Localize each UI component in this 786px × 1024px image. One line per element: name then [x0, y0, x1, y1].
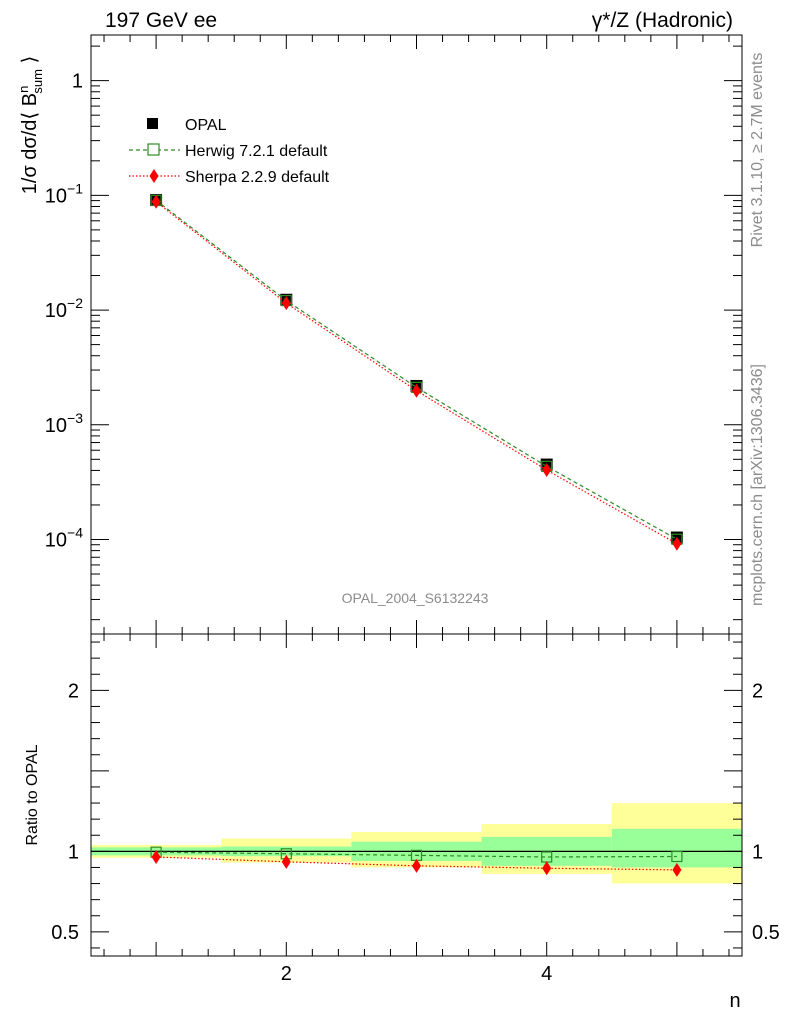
- main-y-tick-label-1: 1: [72, 71, 83, 93]
- ratio-y-tick-label-right-1: 0.5: [752, 922, 780, 944]
- ratio-y-tick-label-left-3: 2: [68, 680, 79, 702]
- sherpa-point-3: [412, 383, 421, 398]
- sherpa-point-2: [281, 296, 291, 311]
- herwig-ratio-line: [156, 851, 677, 858]
- ratio-axis-ticks: 2 4 0.5 0.5 1 1 2 2: [51, 634, 780, 985]
- legend-label-sherpa: Sherpa 2.2.9 default: [185, 169, 330, 186]
- rivet-version-label: Rivet 3.1.10, ≥ 2.7M events: [749, 53, 766, 248]
- sherpa-ratio-point-3: [412, 858, 421, 873]
- main-axis-ticks: 1 10−1 10−2 10−3 10−4: [45, 35, 742, 634]
- sherpa-ratio-point-4: [542, 861, 552, 876]
- main-y-tick-label-5: 10−4: [45, 524, 83, 551]
- legend-marker-herwig: [147, 143, 160, 156]
- ratio-x-tick-label-2: 4: [541, 963, 552, 985]
- ratio-y-tick-label-left-1: 0.5: [51, 922, 79, 944]
- ratio-y-tick-label-left-2: 1: [68, 841, 79, 863]
- ratio-x-tick-label-1: 2: [281, 963, 292, 985]
- legend-marker-sherpa: [149, 169, 159, 183]
- sherpa-point-1: [151, 194, 161, 209]
- ratio-panel-frame: [90, 633, 743, 957]
- ratio-y-tick-label-right-2: 1: [752, 841, 763, 863]
- sherpa-ratio-line: [156, 856, 677, 871]
- sherpa-point-4: [542, 463, 552, 478]
- ratio-y-axis-label: Ratio to OPAL: [24, 744, 41, 845]
- sherpa-ratio-point-2: [281, 854, 291, 869]
- legend-marker-opal: [147, 118, 158, 129]
- plot-title-right: γ*/Z (Hadronic): [592, 9, 733, 32]
- main-y-tick-label-2: 10−1: [45, 180, 83, 207]
- ratio-y-tick-label-right-3: 2: [752, 680, 763, 702]
- main-y-tick-label-3: 10−2: [45, 295, 83, 322]
- legend-label-opal: OPAL: [185, 117, 227, 134]
- legend-label-herwig: Herwig 7.2.1 default: [185, 143, 328, 160]
- ratio-uncertainty-bands: [91, 803, 742, 884]
- plot-title-left: 197 GeV ee: [105, 9, 217, 32]
- sherpa-ratio-point-5: [672, 862, 682, 877]
- sherpa-point-5: [672, 536, 682, 551]
- mcplots-label: mcplots.cern.ch [arXiv:1306.3436]: [749, 364, 766, 606]
- herwig-line: [155, 199, 678, 540]
- x-axis-label: n: [729, 990, 740, 1012]
- sherpa-line: [155, 201, 678, 545]
- main-y-axis-label: 1/σ dσ/d⟨ Bnsum ⟩: [16, 56, 45, 195]
- data-series: [150, 194, 683, 877]
- herwig-ratio-point-5: [671, 850, 683, 863]
- legend: OPAL Herwig 7.2.1 default Sherpa 2.2.9 d…: [129, 117, 330, 186]
- analysis-label: OPAL_2004_S6132243: [342, 590, 489, 606]
- sherpa-ratio-point-1: [151, 849, 161, 864]
- main-y-tick-label-4: 10−3: [45, 410, 83, 437]
